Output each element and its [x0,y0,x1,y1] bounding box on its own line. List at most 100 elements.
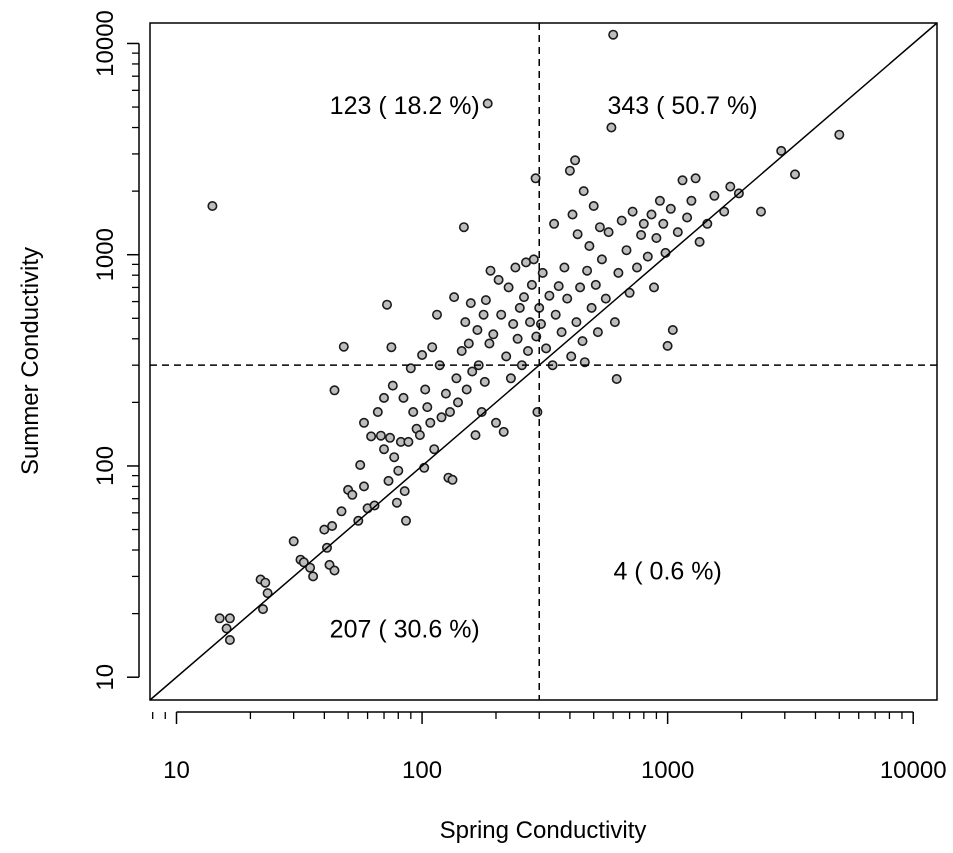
data-point [608,29,619,40]
data-point [463,338,474,349]
x-axis: 10 100 1000 10000 [152,711,947,784]
y-axis-label: Summer Conductivity [17,247,44,475]
data-point [480,295,491,306]
y-axis: 10 100 1000 10000 [92,10,140,691]
data-point [440,388,451,399]
data-point [378,444,389,455]
data-point [456,345,467,356]
data-point [709,190,720,201]
data-point [621,245,632,256]
data-point [627,206,638,217]
data-point [677,175,688,186]
data-point [510,262,521,273]
data-point [478,309,489,320]
data-point [694,236,705,247]
data-point [755,206,766,217]
x-axis-label: Spring Conductivity [440,817,647,844]
data-point [514,302,525,313]
data-point [508,318,519,329]
data-point [606,122,617,133]
data-point [391,497,402,508]
data-point [398,392,409,403]
data-point [465,298,476,309]
data-point [288,536,299,547]
data-point [224,634,235,645]
data-point [512,333,523,344]
data-point [550,309,561,320]
data-point [559,262,570,273]
data-point [662,340,673,351]
data-point [600,293,611,304]
data-point [496,309,507,320]
data-point [609,317,620,328]
data-point [616,215,627,226]
data-point [447,474,458,485]
data-point [485,265,496,276]
data-point [482,98,493,109]
data-point [530,173,541,184]
data-point [347,489,358,500]
data-point [358,481,369,492]
data-point [221,623,232,634]
data-point [400,515,411,526]
data-point [535,318,546,329]
y-tick-label: 10 [92,664,119,691]
data-point [532,406,543,417]
identity-line [149,22,938,701]
data-point [336,506,347,517]
quadrant-label-bottom-left: 207 ( 30.6 %) [330,616,480,644]
data-point [461,384,472,395]
data-point [594,222,605,233]
data-point [725,181,736,192]
data-point [378,392,389,403]
data-point [467,366,478,377]
data-point [417,349,428,360]
x-tick-label: 1000 [641,757,694,784]
data-point [690,173,701,184]
data-point [544,290,555,301]
data-point [298,557,309,568]
data-point [549,218,560,229]
data-point [338,341,349,352]
data-point [578,186,589,197]
data-point [682,212,693,223]
data-point [567,209,578,220]
data-point [436,412,447,423]
data-point [553,281,564,292]
data-point [329,385,340,396]
data-point [355,459,366,470]
data-point [572,229,583,240]
data-point [444,406,455,417]
data-point [490,417,501,428]
data-point [389,452,400,463]
data-point [381,299,392,310]
data-point [789,169,800,180]
data-point [308,571,319,582]
x-tick-label: 10 [163,757,190,784]
data-point [575,282,586,293]
data-point [386,342,397,353]
data-point [658,218,669,229]
data-point [358,417,369,428]
data-point [586,302,597,313]
data-point [611,373,622,384]
data-point [719,206,730,217]
data-point [369,500,380,511]
y-tick-label: 10000 [92,10,119,77]
data-point [522,345,533,356]
data-point [501,351,512,362]
data-point [405,363,416,374]
data-point [646,209,657,220]
data-point [570,155,581,166]
quadrant-label-top-right: 343 ( 50.7 %) [607,92,757,120]
data-point [624,287,635,298]
data-point [408,406,419,417]
data-point [262,588,273,599]
data-point [579,357,590,368]
data-point [329,565,340,576]
data-point [403,436,414,447]
data-point [384,432,395,443]
data-point [571,317,582,328]
data-point [564,165,575,176]
data-point [260,577,271,588]
